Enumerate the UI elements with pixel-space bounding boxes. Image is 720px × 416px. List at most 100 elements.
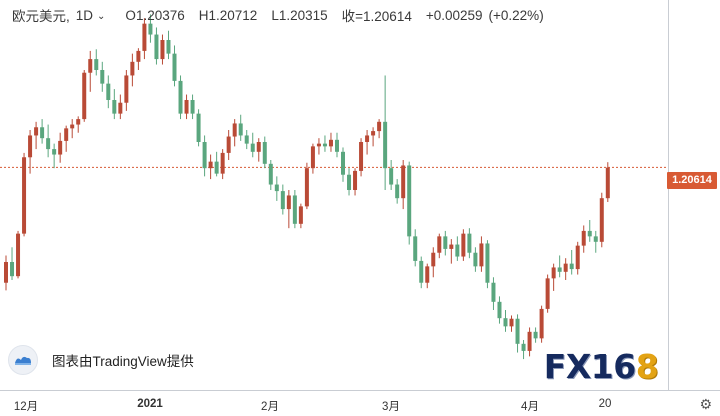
open-value: O1.20376 [125,8,184,23]
candle [316,138,321,155]
candle [479,236,484,272]
candle [310,143,315,174]
candle [587,220,592,242]
candle [575,241,580,275]
candle [473,247,478,272]
low-label: L [271,7,279,23]
candle [377,119,382,139]
candle-body [94,59,99,70]
candle-body [455,244,460,257]
chevron-down-icon[interactable]: ⌄ [97,10,106,22]
candle [292,190,297,229]
candle-body [160,40,165,60]
candle-body [10,262,15,277]
candle-body [467,233,472,253]
candle-body [22,157,27,234]
candle-body [124,75,129,103]
candle [413,229,418,267]
candle-body [322,143,327,147]
candle-body [106,83,111,100]
x-tick-feb: 2月 [261,401,279,413]
symbol-name[interactable]: 欧元美元, [12,9,70,24]
candle-body [58,140,63,155]
candle-body [214,161,219,174]
high-value: H1.20712 [199,8,258,23]
candle [196,109,201,147]
candle-body [304,168,309,207]
candle-body [82,72,87,120]
candle-body [377,121,382,132]
candle [274,176,279,201]
candle-body [353,170,358,190]
candle [593,230,598,253]
candle-body [292,195,297,224]
candle [106,75,111,109]
candle [509,315,514,332]
candle-body [569,263,574,270]
candle-body [40,127,45,139]
candle-body [389,168,394,185]
candle [40,119,45,144]
candle [250,132,255,158]
candle [425,263,430,289]
candle-body [76,119,81,125]
candle [371,127,376,147]
candle [76,116,81,133]
candle-body [515,318,520,344]
candle [244,130,249,150]
candle-body [118,102,123,114]
candle [166,30,171,60]
x-tick-apr: 4月 [521,401,539,413]
candle-body [557,267,562,272]
candle [94,49,99,76]
candle [184,94,189,120]
candle [52,143,57,169]
tradingview-credit-text: 图表由TradingView提供 [52,354,194,369]
tradingview-credit[interactable]: 图表由TradingView提供 [8,345,194,375]
candle [521,340,526,360]
candle [334,132,339,158]
candle [485,240,490,289]
candle [172,45,177,87]
timeframe-selector[interactable]: 1D [75,7,94,23]
gear-icon[interactable]: ⚙ [699,396,712,412]
candle-body [593,236,598,242]
candle-body [244,135,249,144]
candle-body [100,70,105,84]
change-value: +0.00259 [425,7,483,23]
candle [443,230,448,256]
candle-body [262,142,267,164]
candle-body [575,245,580,270]
candle-body [605,167,610,199]
open-label: O [125,7,136,23]
candle-body [328,139,333,147]
candle [130,53,135,87]
candle-body [280,191,285,210]
candle [322,135,327,152]
candle [347,168,352,196]
candle-body [479,243,484,267]
candle [58,132,63,163]
candle [82,70,87,122]
candle [431,247,436,278]
candle-body [274,184,279,192]
candle [64,125,69,152]
candle-body [334,139,339,152]
candle [286,190,291,229]
candle-body [220,152,225,174]
candle-body [449,244,454,249]
candle-body [46,138,51,150]
high-label: H [198,7,209,23]
candle [533,327,538,343]
candle-body [184,100,189,114]
candle-body [401,165,406,199]
candle [437,233,442,259]
x-tick-2021: 2021 [137,398,163,410]
candle-body [563,263,568,272]
candle-body [347,174,352,190]
candle-body [166,40,171,54]
low-value: L1.20315 [271,8,327,23]
candle [551,263,556,291]
candle [268,160,273,190]
